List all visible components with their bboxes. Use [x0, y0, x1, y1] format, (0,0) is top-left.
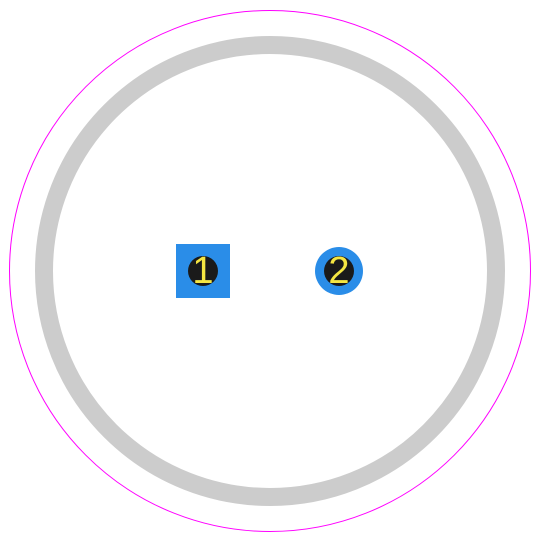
pad-2: 2: [315, 247, 363, 295]
footprint-canvas: 1 2: [0, 0, 541, 542]
pad-1-label: 1: [192, 250, 213, 293]
pad-2-label: 2: [328, 250, 349, 293]
pad-1: 1: [176, 244, 230, 298]
silkscreen-ring: [35, 36, 505, 506]
